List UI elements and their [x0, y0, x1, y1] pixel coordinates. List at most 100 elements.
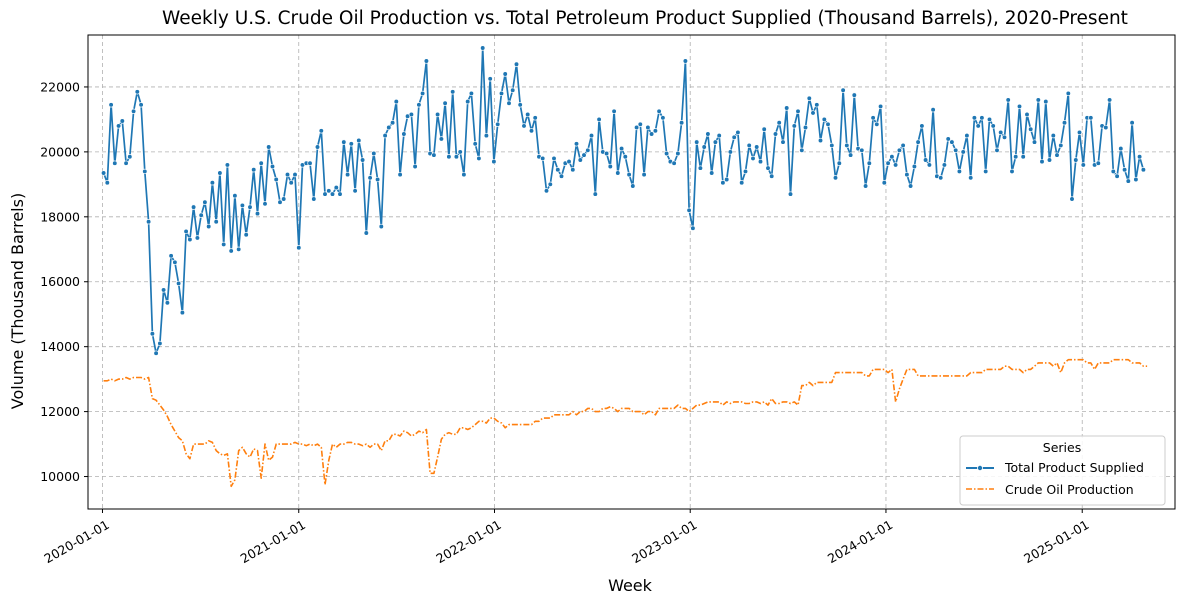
- data-point-total-product-supplied: [1073, 157, 1079, 163]
- data-point-total-product-supplied: [1020, 154, 1026, 160]
- data-point-total-product-supplied: [648, 131, 655, 137]
- data-point-total-product-supplied: [483, 132, 490, 139]
- data-point-total-product-supplied: [224, 162, 231, 168]
- data-point-total-product-supplied: [157, 340, 163, 347]
- data-point-total-product-supplied: [416, 102, 422, 108]
- data-point-total-product-supplied: [408, 111, 415, 118]
- data-point-total-product-supplied: [938, 175, 944, 181]
- data-point-total-product-supplied: [382, 132, 388, 139]
- data-point-total-product-supplied: [945, 136, 951, 142]
- series-line-total-product-supplied: [102, 47, 1145, 355]
- data-point-total-product-supplied: [573, 141, 580, 147]
- data-point-total-product-supplied: [254, 210, 261, 217]
- data-point-total-product-supplied: [100, 170, 107, 176]
- data-point-total-product-supplied: [652, 128, 659, 134]
- data-point-total-product-supplied: [232, 193, 238, 199]
- data-point-total-product-supplied: [795, 108, 801, 114]
- data-point-total-product-supplied: [990, 123, 996, 129]
- data-point-total-product-supplied: [142, 168, 148, 175]
- data-point-total-product-supplied: [877, 103, 884, 110]
- data-point-total-product-supplied: [115, 123, 122, 129]
- data-point-total-product-supplied: [412, 163, 418, 170]
- data-point-total-product-supplied: [836, 160, 842, 166]
- data-point-total-product-supplied: [194, 235, 201, 241]
- data-point-total-product-supplied: [341, 139, 347, 145]
- data-point-total-product-supplied: [1088, 115, 1094, 121]
- data-point-total-product-supplied: [329, 191, 336, 197]
- data-point-total-product-supplied: [596, 116, 602, 123]
- data-point-total-product-supplied: [727, 149, 734, 155]
- data-point-total-product-supplied: [881, 180, 887, 186]
- data-point-total-product-supplied: [1054, 152, 1060, 158]
- data-point-total-product-supplied: [862, 183, 869, 189]
- data-point-total-product-supplied: [1080, 162, 1086, 168]
- data-point-total-product-supplied: [870, 115, 876, 121]
- data-point-total-product-supplied: [521, 123, 527, 129]
- data-point-total-product-supplied: [983, 168, 989, 175]
- data-point-total-product-supplied: [333, 184, 339, 191]
- data-point-total-product-supplied: [119, 118, 125, 124]
- data-point-total-product-supplied: [513, 61, 520, 67]
- data-point-total-product-supplied: [784, 105, 790, 111]
- data-point-total-product-supplied: [442, 100, 448, 106]
- data-point-total-product-supplied: [134, 89, 140, 95]
- data-point-total-product-supplied: [1061, 120, 1068, 126]
- data-point-total-product-supplied: [968, 175, 974, 181]
- data-point-total-product-supplied: [363, 230, 369, 236]
- data-point-total-product-supplied: [907, 183, 914, 189]
- data-point-total-product-supplied: [498, 90, 505, 97]
- y-tick-label: 20000: [40, 144, 80, 159]
- data-point-total-product-supplied: [956, 168, 963, 175]
- data-point-total-product-supplied: [904, 171, 910, 178]
- data-point-total-product-supplied: [547, 181, 553, 187]
- data-point-total-product-supplied: [739, 180, 745, 186]
- data-point-total-product-supplied: [1031, 139, 1038, 145]
- data-point-total-product-supplied: [517, 102, 523, 108]
- y-tick-label: 10000: [40, 469, 80, 484]
- data-point-total-product-supplied: [266, 144, 272, 150]
- data-point-total-product-supplied: [457, 149, 463, 155]
- data-point-total-product-supplied: [1133, 176, 1139, 183]
- data-point-total-product-supplied: [1076, 129, 1083, 136]
- data-point-total-product-supplied: [112, 160, 118, 166]
- data-point-total-product-supplied: [397, 171, 403, 178]
- data-point-total-product-supplied: [127, 154, 133, 160]
- data-point-total-product-supplied: [168, 253, 174, 259]
- data-point-total-product-supplied: [551, 155, 557, 162]
- data-point-total-product-supplied: [292, 171, 298, 178]
- data-point-total-product-supplied: [769, 173, 775, 179]
- data-point-total-product-supplied: [251, 167, 257, 173]
- data-point-total-product-supplied: [953, 147, 959, 153]
- data-point-total-product-supplied: [175, 280, 182, 287]
- data-point-total-product-supplied: [712, 139, 719, 145]
- data-point-total-product-supplied: [202, 199, 208, 205]
- data-point-total-product-supplied: [757, 158, 764, 165]
- data-point-total-product-supplied: [847, 152, 854, 158]
- data-point-total-product-supplied: [1125, 178, 1131, 184]
- data-point-total-product-supplied: [615, 170, 621, 176]
- data-point-total-product-supplied: [104, 180, 110, 186]
- data-point-total-product-supplied: [558, 173, 565, 179]
- data-point-total-product-supplied: [750, 155, 756, 162]
- data-point-total-product-supplied: [532, 115, 538, 121]
- data-point-total-product-supplied: [671, 160, 677, 166]
- data-point-total-product-supplied: [701, 144, 707, 150]
- data-point-total-product-supplied: [570, 167, 576, 173]
- data-point-total-product-supplied: [772, 131, 779, 137]
- data-point-total-product-supplied: [911, 163, 918, 170]
- data-point-total-product-supplied: [761, 126, 767, 132]
- data-point-total-product-supplied: [1095, 160, 1101, 166]
- legend-box: [959, 435, 1166, 506]
- data-point-total-product-supplied: [1039, 158, 1045, 165]
- data-point-total-product-supplied: [1106, 97, 1113, 103]
- data-point-total-product-supplied: [735, 129, 741, 136]
- data-point-total-product-supplied: [802, 124, 809, 131]
- x-axis-label: Week: [608, 576, 653, 595]
- data-point-total-product-supplied: [832, 175, 839, 181]
- data-point-total-product-supplied: [198, 212, 204, 218]
- data-point-total-product-supplied: [281, 196, 287, 202]
- data-point-total-product-supplied: [1118, 145, 1124, 152]
- data-point-total-product-supplied: [344, 171, 351, 178]
